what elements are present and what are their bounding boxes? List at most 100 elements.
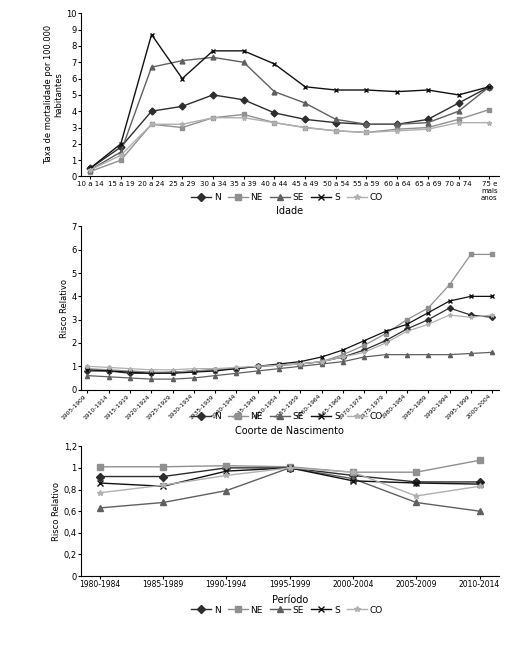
SE <box>404 351 410 359</box>
N <box>241 96 247 104</box>
Line: S: S <box>97 465 482 489</box>
CO <box>361 348 367 356</box>
N <box>287 464 293 472</box>
CO <box>477 482 483 490</box>
CO <box>287 464 293 472</box>
S <box>361 337 367 345</box>
SE <box>363 121 370 129</box>
NE <box>170 368 176 376</box>
S <box>210 47 216 55</box>
CO <box>127 365 133 373</box>
Y-axis label: Taxa de mortalidade por 100.000
habitantes: Taxa de mortalidade por 100.000 habitant… <box>44 25 64 165</box>
S <box>297 358 303 366</box>
N <box>425 115 431 123</box>
NE <box>489 250 495 258</box>
Line: N: N <box>88 85 492 170</box>
NE <box>350 468 356 476</box>
CO <box>84 362 90 370</box>
CO <box>97 489 103 497</box>
NE <box>127 367 133 375</box>
S <box>489 292 495 300</box>
NE <box>117 157 124 165</box>
NE <box>468 250 474 258</box>
NE <box>87 168 93 176</box>
SE <box>191 374 197 382</box>
S <box>425 86 431 94</box>
N <box>191 367 197 375</box>
CO <box>148 121 155 129</box>
CO <box>160 481 167 489</box>
CO <box>233 364 240 372</box>
NE <box>340 351 346 359</box>
CO <box>489 311 495 319</box>
N <box>468 311 474 319</box>
S <box>486 83 492 91</box>
Line: CO: CO <box>97 465 482 499</box>
S <box>477 480 483 488</box>
CO <box>255 362 261 370</box>
Line: CO: CO <box>85 313 494 372</box>
SE <box>318 360 325 368</box>
SE <box>413 498 419 506</box>
X-axis label: Idade: Idade <box>276 206 303 216</box>
S <box>148 31 155 39</box>
N <box>477 478 483 486</box>
S <box>148 369 155 377</box>
N <box>486 83 492 91</box>
CO <box>105 364 112 372</box>
N <box>297 360 303 368</box>
CO <box>117 151 124 159</box>
NE <box>271 119 278 127</box>
CO <box>446 311 453 319</box>
S <box>404 320 410 328</box>
NE <box>425 304 431 312</box>
S <box>394 88 400 96</box>
S <box>363 86 370 94</box>
CO <box>350 468 356 476</box>
SE <box>486 83 492 91</box>
N <box>425 316 431 324</box>
SE <box>302 99 308 107</box>
SE <box>446 351 453 359</box>
N <box>84 367 90 375</box>
Legend: N, NE, SE, S, CO: N, NE, SE, S, CO <box>188 189 386 205</box>
SE <box>148 375 155 383</box>
SE <box>117 148 124 156</box>
N <box>105 367 112 375</box>
S <box>468 292 474 300</box>
NE <box>233 365 240 373</box>
N <box>210 91 216 99</box>
CO <box>276 361 282 369</box>
S <box>105 367 112 375</box>
CO <box>212 365 218 373</box>
SE <box>233 369 240 377</box>
CO <box>404 328 410 336</box>
SE <box>223 487 230 495</box>
N <box>363 121 370 129</box>
S <box>223 467 230 475</box>
N <box>148 107 155 115</box>
NE <box>97 463 103 471</box>
CO <box>456 119 462 127</box>
Legend: N, NE, SE, S, CO: N, NE, SE, S, CO <box>188 602 386 618</box>
NE <box>383 330 389 338</box>
CO <box>271 119 278 127</box>
SE <box>287 464 293 472</box>
SE <box>333 115 339 123</box>
SE <box>489 348 495 356</box>
N <box>87 165 93 172</box>
NE <box>210 114 216 122</box>
SE <box>87 166 93 174</box>
NE <box>160 463 167 471</box>
Line: N: N <box>85 306 494 376</box>
CO <box>425 320 431 328</box>
NE <box>456 115 462 123</box>
CO <box>210 114 216 122</box>
N <box>223 464 230 472</box>
CO <box>425 125 431 133</box>
CO <box>170 366 176 374</box>
NE <box>477 456 483 464</box>
S <box>276 360 282 368</box>
Line: S: S <box>85 294 494 376</box>
N <box>456 99 462 107</box>
